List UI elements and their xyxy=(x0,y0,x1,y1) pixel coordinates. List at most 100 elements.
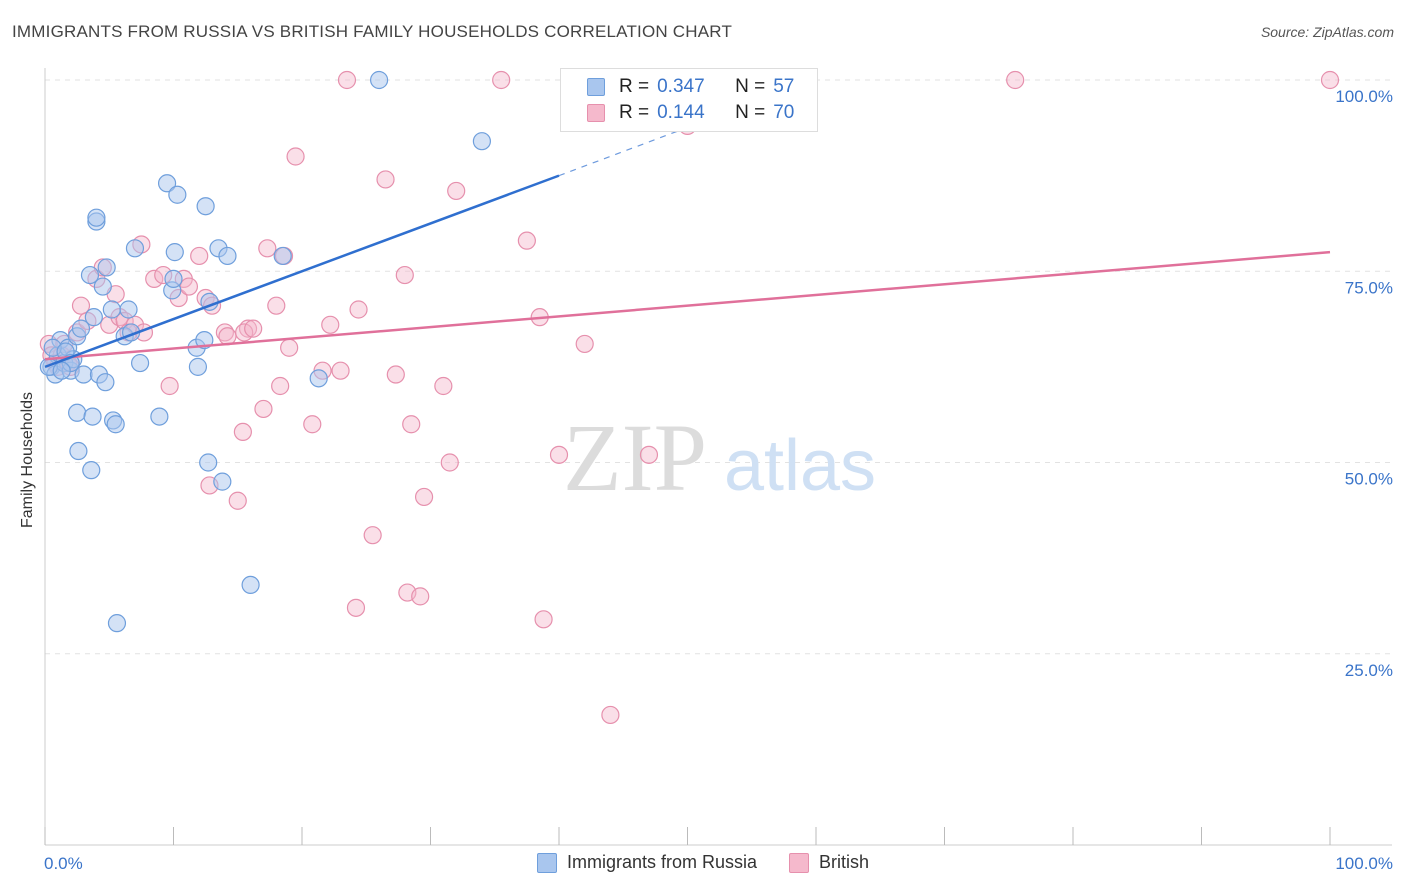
point-russia xyxy=(87,208,106,227)
point-russia xyxy=(97,258,116,277)
point-russia xyxy=(188,357,208,376)
point-russia xyxy=(309,369,328,388)
bottom-legend: Immigrants from Russia British xyxy=(0,852,1406,873)
point-russia xyxy=(213,472,232,491)
point-british xyxy=(549,445,569,464)
x-tick-label: 100.0% xyxy=(1335,854,1393,873)
point-british xyxy=(258,239,277,258)
point-russia xyxy=(370,70,389,90)
point-british xyxy=(286,147,305,166)
point-russia xyxy=(168,185,187,204)
point-british xyxy=(411,587,430,606)
legend-n-label: N = xyxy=(735,76,766,97)
legend-n-value: 57 xyxy=(773,76,795,97)
point-british xyxy=(235,323,254,342)
point-russia xyxy=(472,132,491,151)
legend: R = 0.347 N = 57 R = 0.144 N = 70 xyxy=(560,68,818,132)
point-british xyxy=(639,445,659,464)
point-russia xyxy=(93,277,112,296)
point-russia xyxy=(164,269,183,288)
bottom-swatch-pink xyxy=(789,852,810,873)
point-british xyxy=(233,422,252,441)
trend-russia-extension xyxy=(558,126,688,177)
y-tick-label: 100.0% xyxy=(1335,87,1393,106)
legend-swatch-blue xyxy=(587,78,605,96)
point-russia xyxy=(107,614,127,633)
point-british xyxy=(363,526,382,545)
bottom-legend-label: British xyxy=(819,852,870,872)
y-axis-label: Family Households xyxy=(19,391,36,529)
grid-lines xyxy=(45,79,1392,655)
legend-r-label: R = xyxy=(619,102,650,123)
point-british xyxy=(271,376,290,396)
point-british xyxy=(492,70,511,90)
trend-british xyxy=(44,250,1331,361)
y-tick-label: 50.0% xyxy=(1345,470,1393,489)
point-russia xyxy=(150,407,169,426)
point-british xyxy=(179,277,199,296)
point-british xyxy=(414,487,434,507)
bottom-swatch-blue xyxy=(536,852,557,873)
bottom-legend-british: British xyxy=(789,852,869,873)
point-russia xyxy=(241,575,260,595)
point-british xyxy=(303,415,322,434)
source-label: Source: ZipAtlas.com xyxy=(1260,24,1394,40)
point-british xyxy=(601,705,620,725)
legend-swatch-pink xyxy=(587,104,605,122)
point-russia xyxy=(82,461,101,480)
point-british xyxy=(331,361,350,380)
point-british xyxy=(447,181,466,201)
point-british xyxy=(244,319,263,338)
x-tick-label: 0.0% xyxy=(44,854,83,873)
tick-labels: 25.0% 50.0% 75.0% 100.0% 0.0% 100.0% xyxy=(44,87,1393,873)
point-russia xyxy=(68,403,87,422)
point-russia xyxy=(80,265,100,285)
point-russia xyxy=(102,300,121,319)
point-british xyxy=(190,246,209,266)
point-british xyxy=(386,365,405,384)
point-british xyxy=(517,231,536,250)
y-tick-label: 25.0% xyxy=(1345,661,1393,680)
point-british xyxy=(321,315,340,334)
legend-row-russia: R = 0.347 N = 57 xyxy=(587,75,794,99)
series-british-points xyxy=(39,70,1340,725)
point-british xyxy=(402,415,421,434)
point-russia xyxy=(273,246,292,266)
point-russia xyxy=(83,407,102,426)
point-russia xyxy=(130,353,150,373)
point-british xyxy=(267,296,286,315)
trend-russia xyxy=(44,174,560,369)
point-russia xyxy=(125,239,145,258)
watermark-zip: ZIP xyxy=(563,404,707,511)
point-british xyxy=(337,70,357,90)
point-russia xyxy=(106,415,125,434)
legend-r-label: R = xyxy=(619,76,650,97)
point-russia xyxy=(69,441,88,461)
point-british xyxy=(440,453,459,472)
point-russia xyxy=(96,373,115,392)
series-russia-points xyxy=(39,70,491,633)
y-tick-label: 75.0% xyxy=(1345,278,1393,297)
point-russia xyxy=(157,174,177,193)
legend-n-label: N = xyxy=(735,102,766,123)
point-russia xyxy=(119,300,138,319)
point-russia xyxy=(71,319,91,338)
point-british xyxy=(228,491,247,510)
point-british xyxy=(575,334,594,354)
point-british xyxy=(534,610,553,629)
point-russia xyxy=(196,197,215,216)
point-british xyxy=(1320,70,1340,90)
point-british xyxy=(160,376,179,396)
legend-r-value: 0.144 xyxy=(657,102,705,123)
point-british xyxy=(434,376,453,396)
point-british xyxy=(254,399,273,419)
point-british xyxy=(280,338,299,357)
legend-n-value: 70 xyxy=(773,102,795,123)
point-british xyxy=(218,327,237,346)
point-british xyxy=(145,269,164,288)
trend-lines xyxy=(44,126,1331,369)
point-british xyxy=(71,296,91,315)
point-russia xyxy=(84,308,103,327)
point-russia xyxy=(52,361,71,380)
